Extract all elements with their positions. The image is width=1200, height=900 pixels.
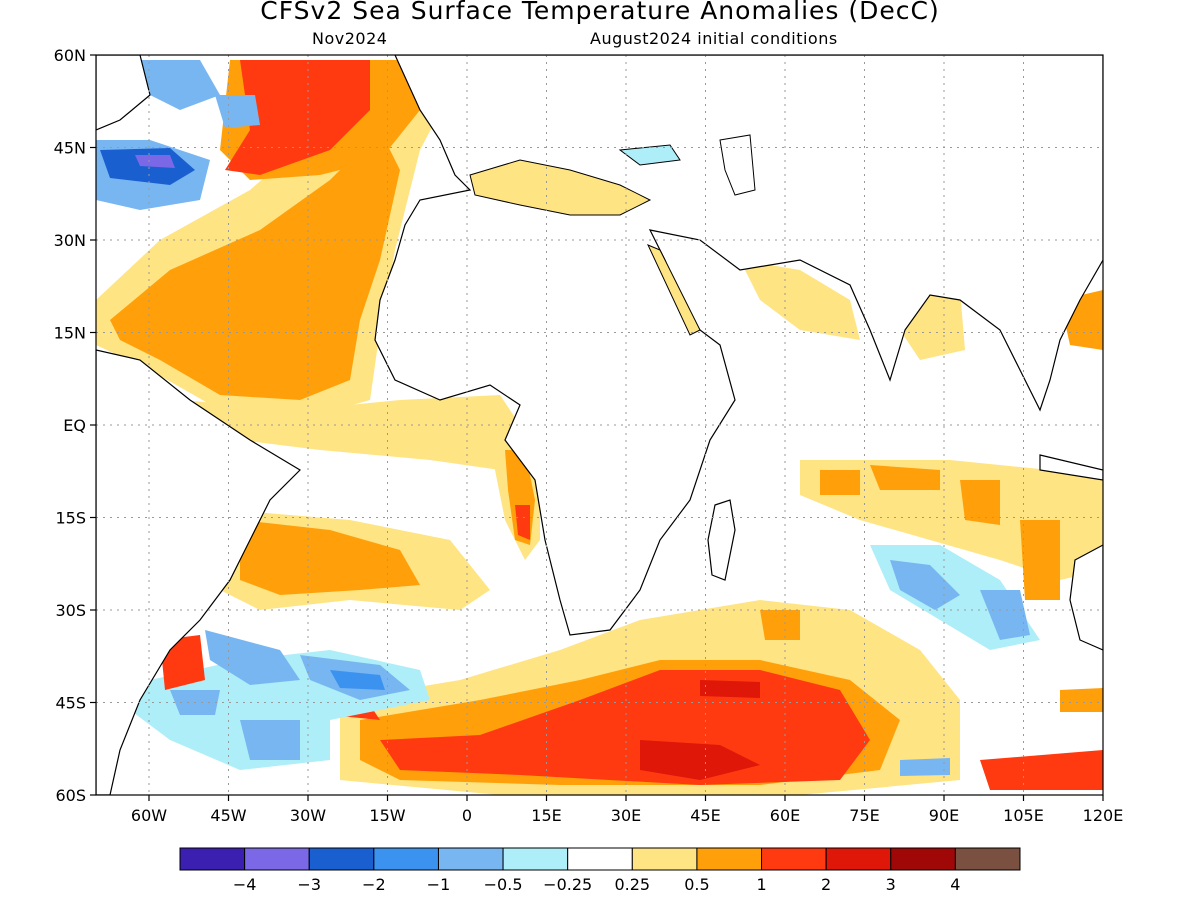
lon-tick-label: 45E (690, 806, 720, 825)
anomaly-region (225, 60, 370, 175)
colorbar-label: 0.5 (684, 875, 709, 894)
colorbar-label: −2 (362, 875, 386, 894)
colorbar-label: 1 (756, 875, 766, 894)
lat-tick-label: 45S (55, 694, 86, 713)
chart-title: CFSv2 Sea Surface Temperature Anomalies … (260, 0, 940, 25)
lon-tick-label: 60E (770, 806, 800, 825)
colorbar-label: −0.25 (543, 875, 592, 894)
colorbar-label: −4 (233, 875, 257, 894)
colorbar-swatch (954, 847, 1021, 871)
colorbar-swatch (308, 847, 375, 871)
black-sea (618, 144, 681, 166)
anomaly-region (870, 465, 940, 490)
colorbar-label: 4 (950, 875, 960, 894)
colorbar-swatch (890, 847, 956, 871)
anomaly-region (960, 480, 1000, 525)
colorbar: −4 −3 −2 −1 −0.5 −0.25 0.25 0.5 1 2 3 4 (179, 847, 1021, 894)
anomaly-region (740, 260, 860, 340)
colorbar-label: −1 (427, 875, 451, 894)
anomaly-region (640, 740, 760, 780)
anomaly-region (980, 590, 1030, 640)
lat-tick-label: 15N (54, 324, 86, 343)
anomaly-region (180, 395, 530, 470)
lon-tick-label: 60W (131, 806, 167, 825)
lon-tick-label: 0 (462, 806, 472, 825)
landmass-south-america (96, 349, 301, 795)
lon-tick-label: 30E (611, 806, 641, 825)
anomaly-region (1060, 688, 1103, 712)
gridlines (96, 55, 1103, 795)
lon-tick-label: 30W (290, 806, 326, 825)
colorbar-swatch (502, 847, 569, 871)
anomaly-region (760, 610, 800, 640)
colorbar-label: 0.25 (614, 875, 650, 894)
longitude-axis: 60W 45W 30W 15W 0 15E 30E 45E 60E 75E 90E 105E 120E (131, 795, 1123, 825)
landmass-madagascar (707, 499, 736, 581)
colorbar-swatch (179, 847, 246, 871)
initial-conditions: August2024 initial conditions (590, 29, 838, 48)
inland-seas (469, 134, 756, 336)
anomaly-region (1020, 520, 1060, 600)
landmass-australia (1069, 544, 1103, 651)
lon-tick-label: 75E (849, 806, 879, 825)
anomaly-region (240, 720, 300, 760)
anomaly-region (890, 560, 960, 610)
anomaly-region (215, 95, 260, 128)
colorbar-label: 3 (886, 875, 896, 894)
lon-tick-label: 105E (1003, 806, 1044, 825)
anomaly-region (330, 670, 385, 690)
landmass-north-america (96, 55, 151, 131)
lon-tick-label: 45W (210, 806, 246, 825)
anomaly-region (380, 670, 870, 785)
anomaly-region (980, 750, 1103, 790)
colorbar-swatch (244, 847, 310, 871)
lon-tick-label: 15W (369, 806, 405, 825)
colorbar-label: −3 (297, 875, 321, 894)
latitude-axis: 60N 45N 30N 15N EQ 15S 30S 45S 60S (54, 46, 96, 805)
lat-tick-label: 30N (54, 231, 86, 250)
lon-tick-label: 120E (1083, 806, 1124, 825)
anomaly-region (240, 520, 420, 595)
lat-tick-label: 30S (55, 601, 86, 620)
anomaly-region (100, 148, 195, 185)
red-sea (647, 244, 701, 336)
lat-tick-label: 60S (55, 786, 86, 805)
caspian-sea (719, 134, 756, 196)
anomaly-region (515, 505, 530, 540)
landmass-indonesia (1039, 454, 1103, 481)
lat-tick-label: 15S (55, 509, 86, 528)
lat-tick-label: 45N (54, 139, 86, 158)
mediterranean-sea (469, 159, 652, 216)
colorbar-swatch (696, 847, 763, 871)
colorbar-swatch (567, 847, 633, 871)
lat-tick-label: 60N (54, 46, 86, 65)
colorbar-swatch (761, 847, 827, 871)
anomaly-region (700, 680, 760, 698)
colorbar-label: 2 (821, 875, 831, 894)
anomaly-region (900, 758, 950, 776)
colorbar-label: −0.5 (484, 875, 523, 894)
lat-tick-label: EQ (63, 416, 86, 435)
colorbar-swatch (631, 847, 698, 871)
lon-tick-label: 90E (929, 806, 959, 825)
colorbar-swatch (373, 847, 439, 871)
anomaly-region (135, 155, 175, 168)
forecast-month: Nov2024 (312, 29, 388, 48)
lon-tick-label: 15E (531, 806, 561, 825)
colorbar-swatch (825, 847, 892, 871)
colorbar-swatch (437, 847, 504, 871)
anomaly-region (130, 60, 220, 110)
anomaly-region (820, 470, 860, 495)
